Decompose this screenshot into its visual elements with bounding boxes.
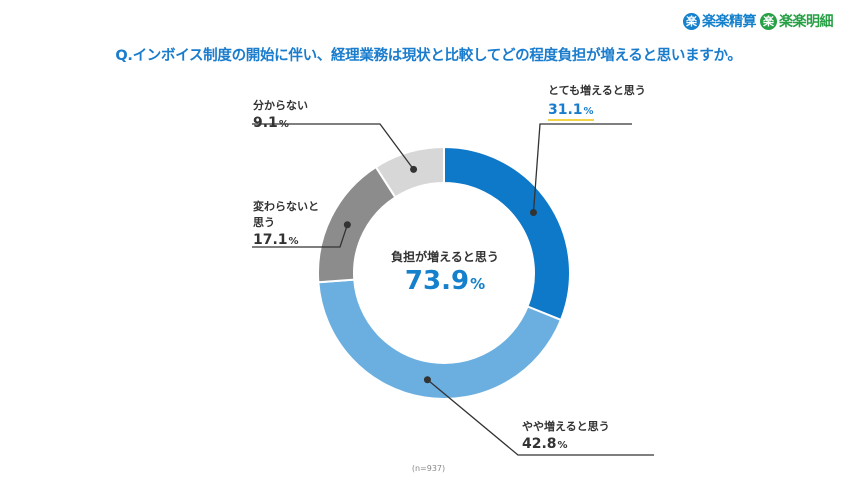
label-very-increase-value: 31.1% bbox=[548, 103, 594, 121]
slice-very-increase-dot bbox=[529, 208, 537, 216]
slice-no-change-dot bbox=[343, 221, 351, 229]
rakuraku-meisai-logo-text: 楽楽明細 bbox=[779, 14, 834, 30]
label-somewhat-increase-value: 42.8% bbox=[522, 436, 568, 452]
label-unknown: 分からない 9.1% bbox=[253, 98, 308, 134]
slice-somewhat-increase-dot bbox=[423, 376, 431, 384]
center-label: 負担が増えると思う bbox=[391, 250, 499, 264]
rakuraku-seisan-logo: 楽 楽楽精算 bbox=[683, 11, 757, 31]
slice-no-change-leader-line bbox=[252, 224, 348, 248]
rakuraku-seisan-logo-mark: 楽 bbox=[683, 12, 700, 30]
label-somewhat-increase: やや増えると思う 42.8% bbox=[522, 419, 610, 455]
label-no-change-name-2: 思う bbox=[253, 216, 275, 229]
chart-title: Q.インボイス制度の開始に伴い、経理業務は現状と比較してどの程度負担が増えると思… bbox=[115, 48, 742, 64]
label-no-change-name-1: 変わらないと bbox=[253, 200, 319, 213]
label-no-change: 変わらないと 思う 17.1% bbox=[253, 199, 319, 251]
slice-unknown bbox=[374, 145, 445, 199]
label-very-increase-name: とても増えると思う bbox=[548, 84, 646, 97]
slice-very-increase-leader-line bbox=[532, 123, 632, 213]
label-very-increase: とても増えると思う 31.1% bbox=[548, 83, 646, 121]
sample-size: (n=937) bbox=[411, 464, 446, 473]
center-value: 73.9% bbox=[404, 266, 486, 296]
slice-unknown-leader-line bbox=[252, 123, 415, 170]
label-unknown-name: 分からない bbox=[253, 99, 308, 112]
slice-somewhat-increase-leader-line bbox=[427, 379, 654, 456]
slice-somewhat-increase bbox=[317, 278, 563, 400]
label-somewhat-increase-name: やや増えると思う bbox=[522, 420, 610, 433]
rakuraku-meisai-logo-mark: 楽 bbox=[760, 12, 777, 30]
slice-unknown-dot bbox=[410, 165, 418, 173]
center-summary: 負担が増えると思う 73.9% bbox=[345, 248, 545, 300]
rakuraku-seisan-logo-text: 楽楽精算 bbox=[702, 14, 757, 30]
label-unknown-value: 9.1% bbox=[253, 115, 289, 131]
label-no-change-value: 17.1% bbox=[253, 232, 299, 248]
rakuraku-meisai-logo: 楽 楽楽明細 bbox=[760, 11, 834, 31]
